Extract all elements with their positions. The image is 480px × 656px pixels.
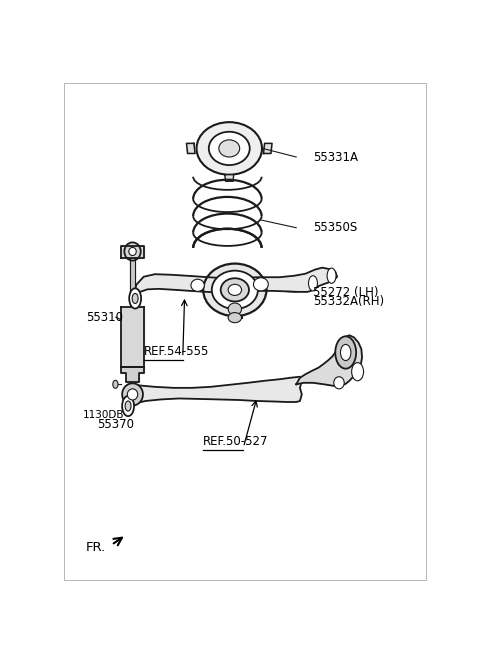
Ellipse shape bbox=[221, 278, 249, 302]
Ellipse shape bbox=[219, 140, 240, 157]
Text: 55272 (LH): 55272 (LH) bbox=[313, 286, 378, 299]
Ellipse shape bbox=[327, 268, 336, 283]
Ellipse shape bbox=[122, 396, 134, 416]
Polygon shape bbox=[121, 247, 144, 258]
Ellipse shape bbox=[335, 337, 356, 369]
Polygon shape bbox=[186, 144, 195, 154]
Ellipse shape bbox=[228, 284, 241, 295]
Ellipse shape bbox=[228, 313, 241, 323]
Text: 1130DB: 1130DB bbox=[83, 409, 124, 420]
Ellipse shape bbox=[127, 389, 138, 400]
Ellipse shape bbox=[352, 363, 363, 380]
Ellipse shape bbox=[203, 264, 266, 316]
Ellipse shape bbox=[113, 380, 118, 388]
Ellipse shape bbox=[334, 377, 344, 389]
Ellipse shape bbox=[122, 383, 143, 405]
Text: REF.50-527: REF.50-527 bbox=[203, 436, 269, 449]
Text: 55310: 55310 bbox=[86, 311, 123, 323]
Ellipse shape bbox=[124, 242, 141, 260]
Ellipse shape bbox=[340, 344, 351, 361]
Ellipse shape bbox=[209, 132, 250, 165]
Polygon shape bbox=[296, 335, 362, 386]
Polygon shape bbox=[125, 377, 302, 411]
Text: REF.54-555: REF.54-555 bbox=[144, 344, 209, 358]
Text: FR.: FR. bbox=[86, 541, 106, 554]
Ellipse shape bbox=[212, 271, 258, 309]
Text: 55370: 55370 bbox=[97, 419, 134, 431]
Ellipse shape bbox=[129, 289, 141, 308]
Polygon shape bbox=[121, 307, 144, 367]
Polygon shape bbox=[225, 174, 234, 181]
Ellipse shape bbox=[125, 401, 131, 411]
Text: 55350S: 55350S bbox=[313, 221, 357, 234]
Polygon shape bbox=[130, 258, 135, 304]
Polygon shape bbox=[120, 367, 144, 382]
Text: 55332A(RH): 55332A(RH) bbox=[313, 295, 384, 308]
Ellipse shape bbox=[253, 277, 268, 291]
Ellipse shape bbox=[228, 303, 241, 315]
Ellipse shape bbox=[129, 247, 136, 255]
Text: 55331A: 55331A bbox=[313, 150, 358, 163]
Ellipse shape bbox=[309, 276, 317, 291]
Ellipse shape bbox=[196, 122, 262, 174]
Ellipse shape bbox=[132, 293, 138, 304]
Polygon shape bbox=[264, 144, 272, 154]
Polygon shape bbox=[132, 268, 337, 304]
Ellipse shape bbox=[191, 279, 204, 291]
